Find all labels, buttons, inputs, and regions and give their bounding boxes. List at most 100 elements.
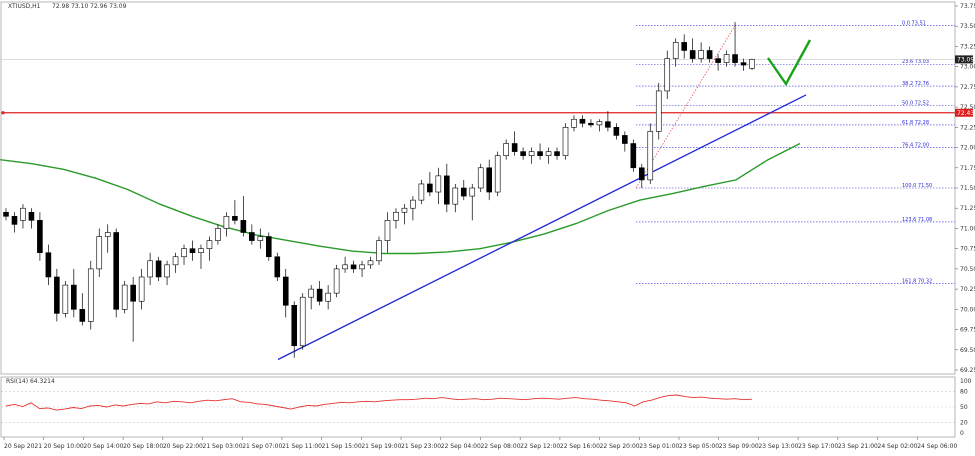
candle-body — [291, 304, 298, 347]
candle-body — [706, 50, 713, 59]
main-pane: 0.0 73.51 23.6 73.03 38.2 72.76 50.0 72.52 6… — [0, 20, 955, 361]
candle-body — [308, 288, 314, 298]
candle-body — [155, 260, 162, 278]
candle-body — [469, 187, 476, 197]
price-tick-label: 73.50 — [960, 23, 975, 30]
candle-body — [274, 256, 281, 278]
time-tick-label: 22 Sep 04:00 — [441, 443, 481, 450]
candle-body — [638, 167, 645, 181]
time-tick-label: 20 Sep 10:00 — [44, 443, 84, 450]
candle-body — [45, 252, 52, 278]
price-tick-label: 71.25 — [960, 205, 975, 212]
candle-body — [147, 260, 153, 278]
candle-body — [605, 121, 611, 128]
candle-body — [249, 232, 255, 241]
price-tick-label: 69.75 — [960, 327, 975, 334]
time-tick-label: 23 Sep 01:00 — [639, 443, 679, 450]
time-tick-label: 24 Sep 02:00 — [878, 443, 918, 450]
price-tick-label: 71.00 — [960, 225, 975, 232]
candle-body — [528, 151, 535, 156]
candle-body — [647, 131, 654, 181]
time-tick-label: 22 Sep 16:00 — [560, 443, 600, 450]
candle-body — [732, 54, 738, 63]
rsi-line — [5, 394, 753, 411]
candle-body — [698, 50, 704, 59]
candle-body — [367, 260, 374, 266]
price-tick-label: 72.25 — [960, 124, 975, 131]
time-tick-label: 23 Sep 09:00 — [719, 443, 759, 450]
candle-body — [579, 118, 586, 124]
candle-body — [54, 276, 60, 314]
candle-body — [562, 127, 569, 156]
fib-level-label: 100.0 71.50 — [902, 183, 932, 189]
time-tick-label: 21 Sep 07:00 — [242, 443, 282, 450]
time-tick-label: 23 Sep 17:00 — [798, 443, 838, 450]
candle-body — [62, 284, 69, 314]
candle-body — [121, 284, 128, 310]
candle-body — [299, 296, 306, 347]
candle-body — [172, 256, 179, 266]
candle-body — [435, 175, 442, 193]
rsi-tick-label: 80 — [960, 388, 968, 395]
price-tick-label: 71.75 — [960, 165, 975, 172]
candle-body — [265, 236, 272, 258]
fib-level-label: 161.8 70.32 — [902, 278, 932, 284]
candle-body — [376, 240, 382, 262]
candle-body — [452, 187, 459, 205]
rsi-label: RSI(14) 64.3214 — [6, 378, 55, 385]
fib-level-label: 61.8 72.28 — [902, 120, 929, 126]
time-tick-label: 20 Sep 2021 — [4, 443, 42, 450]
candle-body — [138, 276, 145, 302]
candle-body — [588, 122, 594, 126]
candle-body — [444, 175, 450, 205]
candle-body — [715, 58, 721, 63]
rsi-tick-label: 100 — [960, 378, 972, 385]
time-tick-label: 21 Sep 19:00 — [361, 443, 401, 450]
candle-body — [494, 155, 501, 193]
price-tick-label: 73.00 — [960, 64, 975, 71]
candle-body — [257, 236, 264, 241]
candle-body — [410, 199, 416, 209]
candle-body — [418, 183, 425, 201]
rsi-tick-label: 50 — [960, 404, 968, 411]
candle-body — [350, 264, 357, 270]
time-tick-label: 20 Sep 22:00 — [163, 443, 203, 450]
candle-body — [11, 216, 18, 225]
candle-body — [333, 268, 340, 294]
time-tick-label: 23 Sep 13:00 — [758, 443, 798, 450]
price-tick-label: 72.50 — [960, 104, 975, 111]
candle-body — [689, 50, 696, 59]
candle-body — [630, 143, 637, 169]
fib-level-label: 38.2 72.76 — [902, 81, 929, 87]
resistance-price-tag — [955, 108, 973, 117]
moving-average-line — [0, 142, 801, 255]
price-tick-label: 72.00 — [960, 145, 975, 152]
candle-body — [664, 58, 671, 92]
candle-body — [206, 240, 213, 249]
candle-body — [215, 228, 221, 241]
candle-body — [672, 42, 679, 59]
candle-body — [87, 268, 94, 322]
candle-body — [681, 42, 687, 51]
price-tick-label: 70.25 — [960, 286, 975, 293]
resistance-price-label: 72.43 — [957, 110, 974, 117]
current-price-label: 73.09 — [957, 56, 974, 63]
candle-body — [427, 183, 433, 193]
candle-body — [460, 187, 467, 197]
candle-body — [571, 118, 577, 128]
candle-body — [477, 167, 484, 189]
price-tick-label: 69.25 — [960, 367, 975, 374]
candle-body — [71, 284, 77, 310]
time-tick-label: 22 Sep 12:00 — [520, 443, 560, 450]
time-tick-label: 23 Sep 05:00 — [679, 443, 719, 450]
candle-body — [520, 151, 526, 156]
candle-body — [79, 309, 86, 322]
candle-body — [164, 264, 170, 278]
candle-body — [655, 90, 662, 132]
candle-body — [130, 284, 136, 302]
candle-body — [596, 121, 603, 126]
candle-body — [223, 216, 230, 229]
time-tick-label: 21 Sep 11:00 — [282, 443, 322, 450]
